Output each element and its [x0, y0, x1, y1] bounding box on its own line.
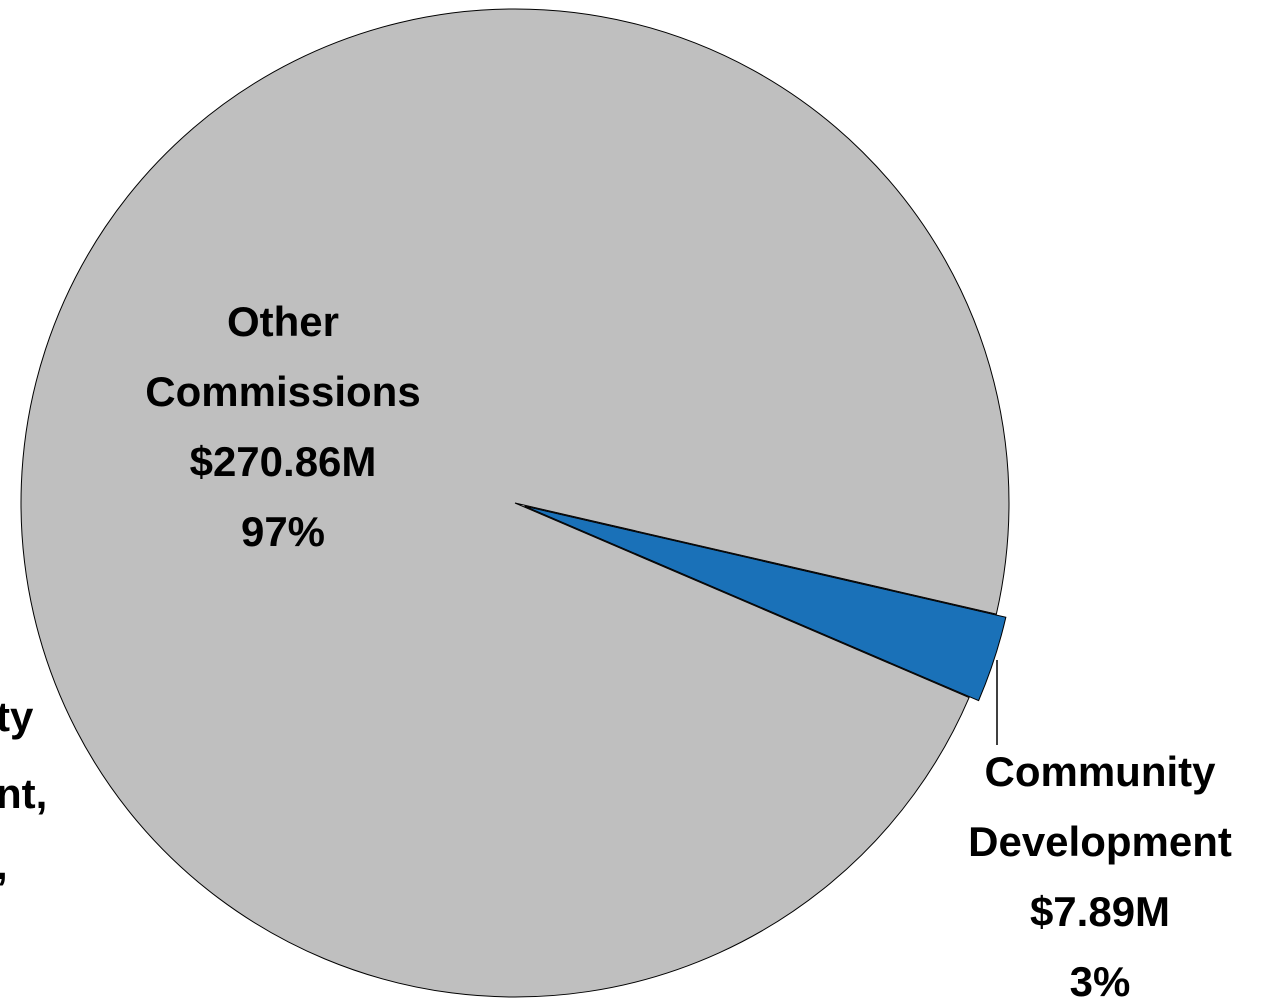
value-label: $270.86M: [190, 438, 377, 485]
pie-slice: [524, 505, 1007, 702]
value-label: $7.89M: [1030, 888, 1170, 935]
data-label: Community Development $7.89M 3%: [968, 748, 1232, 1002]
category-label: Other Commissions: [145, 298, 420, 415]
pie-slice: [20, 8, 1010, 998]
category-word: Development: [968, 818, 1232, 865]
percent-label: 3%: [1070, 958, 1131, 1002]
category-word: Other: [227, 298, 339, 345]
cropped-label: ty: [0, 693, 34, 740]
pie: Other Commissions $270.86M 97% Community Deve…: [20, 8, 1232, 1002]
data-label: Other Commissions $270.86M 97%: [145, 298, 420, 555]
percent-label: 97%: [241, 508, 325, 555]
cropped-label: nt,: [0, 770, 47, 817]
category-word: Community: [985, 748, 1217, 795]
category-word: Commissions: [145, 368, 420, 415]
cropped-label: ,: [0, 841, 8, 888]
category-label: Community Development: [968, 748, 1232, 865]
